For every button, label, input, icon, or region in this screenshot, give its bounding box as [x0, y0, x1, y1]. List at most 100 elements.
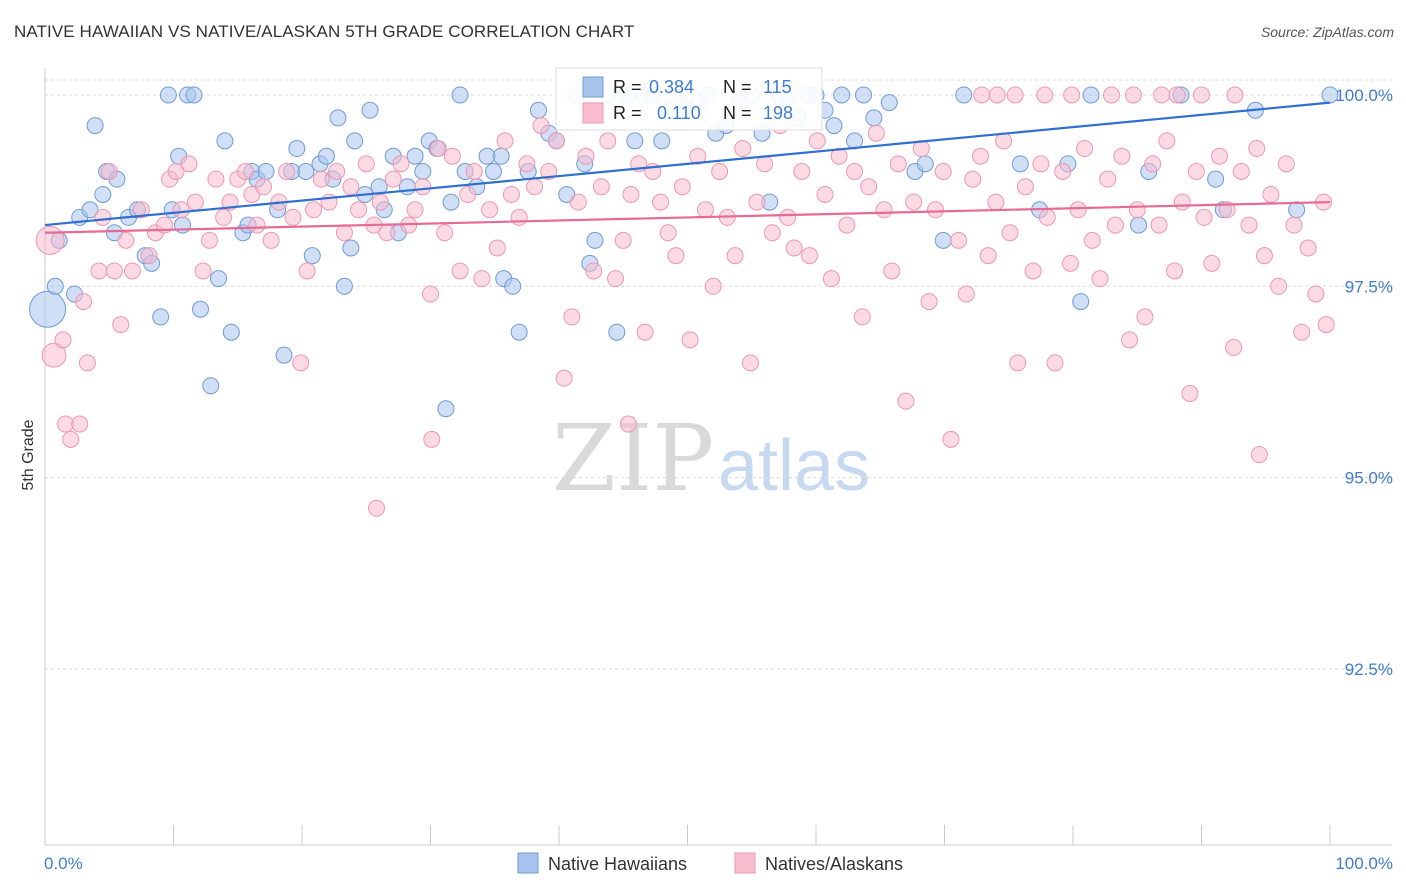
hawaiian-point: [346, 132, 364, 150]
alaskan-point: [563, 308, 581, 326]
hawaiian-point: [1288, 201, 1306, 219]
native-hawaiians-points: [29, 86, 1339, 418]
alaskan-trend-line: [44, 201, 1331, 234]
alaskan-point: [278, 162, 296, 180]
hawaiian-point: [398, 178, 416, 196]
alaskan-point: [414, 178, 432, 196]
stats-n-label: N =: [723, 103, 752, 123]
alaskan-point: [1024, 262, 1042, 280]
alaskan-point: [1124, 86, 1142, 104]
hawaiian-point: [81, 201, 99, 219]
alaskan-point: [1121, 331, 1139, 349]
alaskan-point: [1038, 208, 1056, 226]
hawaiian-point: [414, 162, 432, 180]
alaskan-point: [1250, 446, 1268, 464]
alaskan-point: [1168, 86, 1186, 104]
hawaiian-point: [1011, 155, 1029, 173]
alaskan-point: [1061, 254, 1079, 272]
hawaiian-point: [478, 147, 496, 165]
alaskan-point: [429, 140, 447, 158]
alaskan-point: [284, 208, 302, 226]
alaskan-point: [1009, 354, 1027, 372]
alaskan-point: [78, 354, 96, 372]
hawaiian-point: [865, 109, 883, 127]
hawaiian-point: [825, 117, 843, 135]
hawaiian-point: [329, 109, 347, 127]
hawaiian-point: [216, 132, 234, 150]
alaskan-point: [1248, 140, 1266, 158]
alaskan-point: [599, 132, 617, 150]
alaskan-point: [465, 162, 483, 180]
alaskan-point: [689, 147, 707, 165]
alaskan-point: [614, 231, 632, 249]
hawaiian-point: [626, 132, 644, 150]
alaskan-point: [75, 293, 93, 311]
stats-legend-box: R = 0.384 N = 115 R = 0.110 N = 198: [555, 67, 823, 131]
alaskan-point: [793, 162, 811, 180]
alaskan-point: [342, 178, 360, 196]
alaskan-point: [659, 224, 677, 242]
alaskan-point: [215, 208, 233, 226]
hawaiian-point: [586, 231, 604, 249]
hawaiian-point: [955, 86, 973, 104]
alaskan-point: [423, 430, 441, 448]
alaskan-point: [496, 132, 514, 150]
hawaiian-trend-line: [44, 101, 1331, 227]
alaskan-point: [830, 147, 848, 165]
alaskan-point: [1036, 86, 1054, 104]
alaskan-point: [526, 178, 544, 196]
alaskan-point: [488, 239, 506, 257]
hawaiian-point: [185, 86, 203, 104]
alaskan-point: [934, 162, 952, 180]
alaskan-point: [71, 415, 89, 433]
alaskan-point: [123, 262, 141, 280]
trend-lines: [44, 101, 1331, 234]
alaskan-point: [384, 170, 402, 188]
alaskan-point: [801, 247, 819, 265]
stats-r-value: 0.384: [649, 77, 694, 97]
alaskan-point: [957, 285, 975, 303]
alaskan-point: [194, 262, 212, 280]
hawaiian-point: [288, 140, 306, 158]
alaskan-point: [696, 201, 714, 219]
alaskan-point: [1225, 339, 1243, 357]
alaskan-point: [1226, 86, 1244, 104]
alaskan-point: [741, 354, 759, 372]
alaskan-point: [90, 262, 108, 280]
alaskan-point: [117, 231, 135, 249]
alaskan-point: [1113, 147, 1131, 165]
hawaiian-point: [504, 277, 522, 295]
hawaiian-point: [1072, 293, 1090, 311]
hawaiian-point: [257, 162, 275, 180]
alaskan-point: [1173, 193, 1191, 211]
hawaiian-point: [442, 193, 460, 211]
alaskan-point: [734, 140, 752, 158]
hawaiian-point: [342, 239, 360, 257]
alaskan-point: [1210, 147, 1228, 165]
alaskan-point: [942, 430, 960, 448]
hawaiian-point: [833, 86, 851, 104]
alaskan-point: [1103, 86, 1121, 104]
alaskan-point: [100, 162, 118, 180]
alaskan-point: [180, 155, 198, 173]
legend-label-hawaiian: Native Hawaiians: [548, 854, 687, 874]
alaskan-point: [298, 262, 316, 280]
stats-n-value: 198: [763, 103, 793, 123]
hawaiian-point: [152, 308, 170, 326]
alaskan-point: [1083, 231, 1101, 249]
alaskan-point: [200, 231, 218, 249]
alaskan-point: [371, 193, 389, 211]
alaskan-point: [652, 193, 670, 211]
stats-n-value: 115: [763, 77, 792, 97]
source-attribution: Source: ZipAtlas.com: [1260, 24, 1394, 40]
alaskan-point: [988, 86, 1006, 104]
alaskan-point: [1136, 308, 1154, 326]
alaskan-point: [585, 262, 603, 280]
hawaiian-point: [855, 86, 873, 104]
alaskan-point: [547, 132, 565, 150]
y-tick-label: 95.0%: [1345, 469, 1393, 488]
hawaiian-point: [86, 117, 104, 135]
alaskan-point: [1166, 262, 1184, 280]
alaskan-point: [846, 162, 864, 180]
y-tick-label: 100.0%: [1335, 86, 1393, 105]
